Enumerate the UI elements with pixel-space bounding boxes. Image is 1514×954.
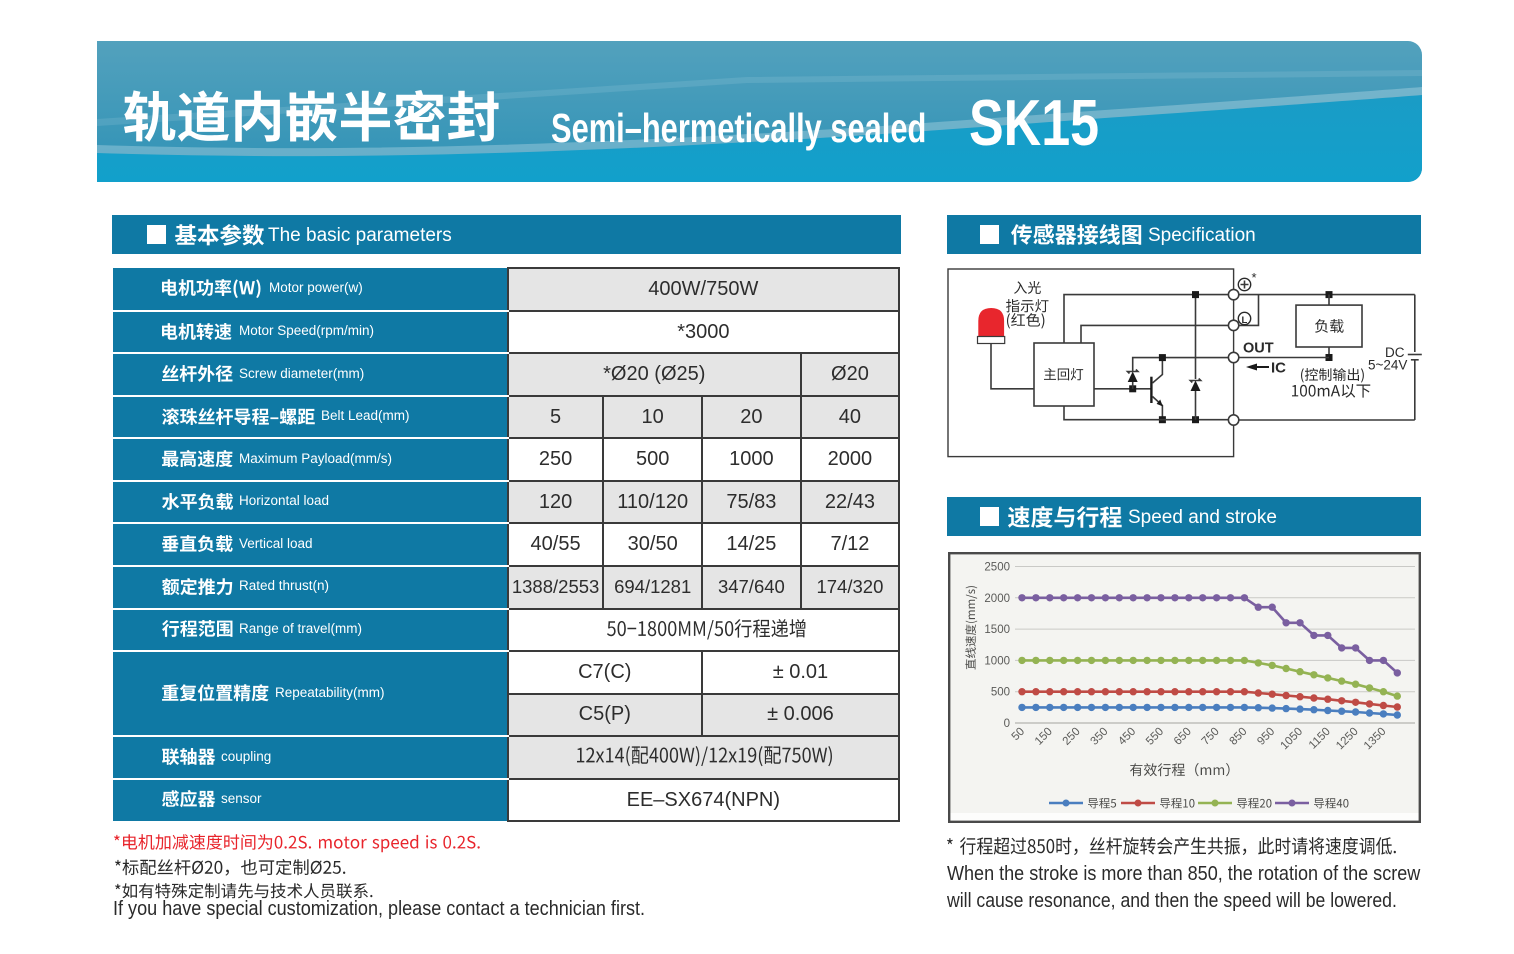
svg-text:500: 500 bbox=[991, 687, 1010, 699]
svg-text:5~24V: 5~24V bbox=[1368, 358, 1407, 373]
svg-text:L: L bbox=[1242, 315, 1248, 326]
svg-text:2000: 2000 bbox=[984, 593, 1010, 605]
svg-text:1500: 1500 bbox=[984, 624, 1010, 636]
svg-text:2500: 2500 bbox=[984, 562, 1010, 574]
svg-text:*: * bbox=[1252, 270, 1257, 285]
svg-text:OUT: OUT bbox=[1243, 341, 1274, 357]
svg-text:IC: IC bbox=[1271, 360, 1286, 377]
svg-text:DC: DC bbox=[1385, 345, 1405, 360]
svg-text:1000: 1000 bbox=[984, 655, 1010, 667]
svg-text:0: 0 bbox=[1004, 718, 1010, 730]
